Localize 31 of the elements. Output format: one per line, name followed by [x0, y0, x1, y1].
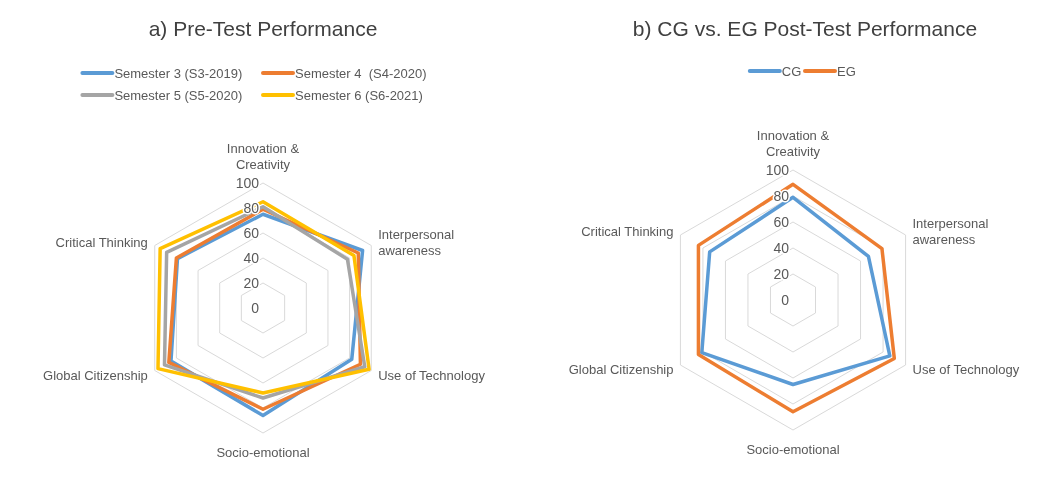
spoke-label: Socio-emotional — [216, 445, 310, 460]
spoke-label: Innovation & Creativity — [226, 141, 300, 172]
spoke-label: Interpersonal awareness — [378, 226, 455, 258]
legend-label: CG — [781, 63, 802, 79]
legend-label: EG — [837, 63, 856, 79]
spoke-label: Use of Technology — [912, 362, 1020, 377]
y-tick-label: 0 — [781, 292, 790, 308]
y-tick-label: 40 — [773, 240, 790, 256]
spoke-label: Use of Technology — [378, 367, 486, 383]
legend-label: Semester 5 (S5-2020) — [114, 87, 243, 103]
y-tick-label: 0 — [251, 300, 260, 316]
legend-label: Semester 4 (S4-2020) — [295, 65, 427, 81]
y-tick-label: 40 — [243, 250, 260, 266]
y-tick-label: 20 — [243, 275, 260, 291]
spoke-label: Innovation & Creativity — [756, 128, 830, 159]
y-tick-label: 100 — [765, 162, 790, 178]
spoke-label: Socio-emotional — [746, 442, 840, 457]
legend-label: Semester 6 (S6-2021) — [295, 87, 423, 103]
y-tick-label: 80 — [243, 200, 260, 216]
spoke-label: Critical Thinking — [55, 234, 148, 250]
chart-title: b) CG vs. EG Post-Test Performance — [632, 17, 978, 40]
spoke-label: Global Citizenship — [568, 362, 674, 377]
y-tick-label: 100 — [235, 175, 260, 191]
spoke-label: Critical Thinking — [581, 224, 674, 239]
spoke-label: Interpersonal awareness — [912, 216, 989, 247]
y-tick-label: 20 — [773, 266, 790, 282]
spoke-label: Global Citizenship — [43, 367, 148, 383]
legend-label: Semester 3 (S3-2019) — [114, 65, 243, 81]
y-tick-label: 60 — [773, 214, 790, 230]
y-tick-label: 60 — [243, 225, 260, 241]
chart-title: a) Pre-Test Performance — [148, 17, 378, 40]
